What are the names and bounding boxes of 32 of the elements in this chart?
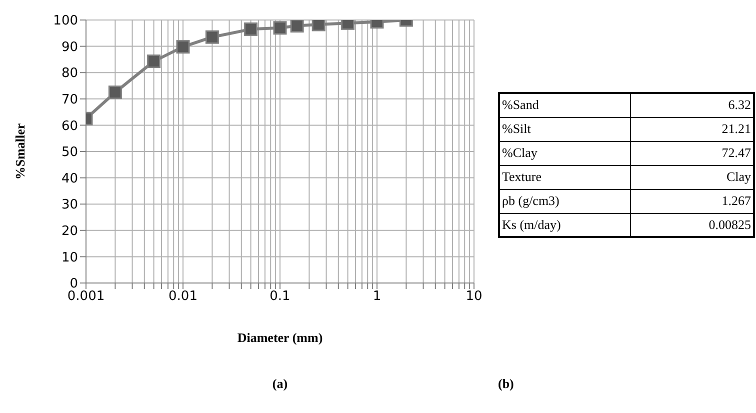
text: %Silt: [499, 117, 630, 141]
y-axis-title: %Smaller: [12, 123, 28, 180]
x-axis-title: Diameter (mm): [236, 330, 324, 346]
text: %Sand: [499, 93, 630, 117]
text: (a): [271, 376, 289, 392]
text: Clay: [630, 165, 754, 189]
y-tick-label: 60: [61, 118, 78, 134]
x-tick-label: 0.01: [168, 289, 198, 304]
text: Ks (m/day): [499, 213, 630, 237]
x-tick-label: 1: [372, 289, 382, 304]
text: 1.267: [630, 189, 754, 213]
text: 72.47: [630, 141, 754, 165]
y-tick-label: 0: [70, 276, 78, 292]
y-tick-label: 10: [61, 250, 78, 266]
y-tick-label: 30: [61, 198, 78, 213]
text: ρb (g/cm3): [499, 189, 630, 213]
y-tick-label: 80: [61, 66, 78, 82]
y-tick-label: 50: [61, 145, 78, 160]
text: 21.21: [630, 117, 754, 141]
text: 0.00825: [630, 213, 754, 237]
y-tick-label: 90: [61, 40, 78, 55]
x-tick-label: 10: [466, 289, 482, 304]
y-tick-label: 100: [53, 14, 78, 29]
text: %Clay: [499, 141, 630, 165]
x-tick-label: 0.001: [67, 289, 105, 304]
text: (b): [498, 376, 515, 392]
text: Texture: [499, 165, 630, 189]
text: 6.32: [630, 93, 754, 117]
y-tick-label: 20: [61, 224, 78, 240]
x-tick-label: 0.1: [270, 289, 290, 304]
y-tick-label: 70: [61, 92, 78, 108]
y-tick-label: 40: [61, 171, 78, 186]
